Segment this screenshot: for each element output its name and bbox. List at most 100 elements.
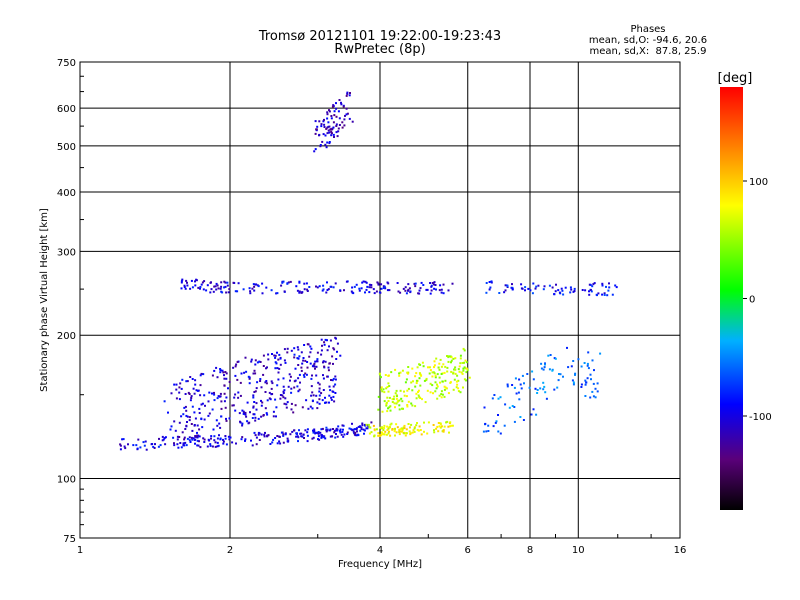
scatter-point — [519, 383, 522, 386]
scatter-point — [144, 440, 147, 443]
scatter-point — [228, 438, 231, 441]
scatter-point — [229, 436, 232, 439]
scatter-point — [281, 281, 284, 284]
scatter-point — [314, 120, 317, 123]
scatter-point — [282, 385, 285, 388]
scatter-point — [415, 382, 418, 384]
scatter-point — [231, 404, 234, 407]
scatter-point — [446, 370, 449, 373]
scatter-point — [402, 287, 405, 290]
scatter-point — [461, 372, 464, 375]
scatter-point — [411, 389, 414, 392]
scatter-point — [386, 410, 389, 413]
scatter-point — [317, 438, 319, 441]
scatter-point — [543, 366, 546, 369]
scatter-point — [417, 389, 420, 392]
scatter-point — [441, 393, 444, 396]
scatter-point — [304, 429, 307, 432]
scatter-point — [351, 286, 354, 289]
scatter-point — [325, 127, 328, 130]
scatter-point — [322, 377, 325, 380]
scatter-point — [586, 362, 589, 365]
scatter-point — [277, 371, 280, 374]
scatter-point — [218, 395, 221, 398]
scatter-point — [580, 365, 583, 368]
scatter-point — [373, 292, 376, 295]
scatter-point — [248, 377, 251, 380]
scatter-point — [329, 128, 332, 131]
scatter-point — [557, 289, 560, 292]
scatter-point — [296, 289, 299, 292]
scatter-point — [328, 141, 331, 143]
scatter-point — [284, 361, 287, 364]
scatter-point — [398, 404, 401, 407]
scatter-point — [457, 387, 460, 390]
scatter-point — [366, 285, 369, 288]
scatter-point — [532, 282, 535, 285]
scatter-point — [391, 398, 394, 401]
scatter-point — [403, 424, 406, 427]
scatter-point — [178, 391, 181, 394]
scatter-point — [163, 437, 166, 440]
scatter-point — [169, 428, 172, 431]
scatter-point — [572, 381, 575, 384]
scatter-point — [284, 433, 287, 436]
scatter-point — [304, 359, 307, 362]
scatter-point — [398, 408, 401, 411]
scatter-point — [318, 398, 321, 401]
scatter-point — [409, 290, 412, 293]
scatter-point — [283, 348, 286, 351]
scatter-point — [223, 384, 226, 387]
scatter-point — [447, 356, 450, 359]
scatter-point — [531, 292, 534, 295]
scatter-point — [290, 402, 293, 405]
scatter-point — [390, 371, 393, 374]
scatter-point — [515, 392, 518, 395]
scatter-point — [198, 435, 201, 438]
scatter-point — [177, 446, 180, 449]
scatter-point — [296, 385, 299, 388]
scatter-point — [217, 444, 220, 447]
scatter-point — [199, 384, 202, 387]
scatter-point — [282, 377, 285, 380]
scatter-point — [303, 288, 306, 291]
scatter-point — [407, 423, 410, 425]
scatter-point — [261, 282, 264, 285]
scatter-point — [190, 395, 193, 398]
scatter-point — [386, 386, 389, 388]
scatter-point — [353, 285, 356, 288]
scatter-point — [368, 432, 371, 435]
scatter-point — [377, 408, 380, 411]
scatter-point — [190, 423, 193, 425]
scatter-point — [301, 435, 304, 438]
scatter-point — [316, 358, 319, 361]
scatter-point — [411, 431, 414, 434]
scatter-point — [262, 365, 265, 367]
scatter-point — [394, 434, 396, 437]
scatter-point — [293, 380, 296, 383]
scatter-point — [409, 433, 412, 436]
scatter-point — [239, 381, 242, 384]
scatter-point — [553, 293, 556, 296]
scatter-point — [308, 355, 311, 358]
scatter-point — [325, 146, 328, 149]
scatter-point — [193, 411, 196, 414]
scatter-point — [417, 391, 419, 393]
stats-title: Phases — [630, 24, 665, 35]
scatter-point — [573, 290, 576, 292]
scatter-point — [180, 387, 183, 390]
scatter-point — [407, 400, 410, 403]
scatter-point — [426, 432, 429, 435]
scatter-point — [405, 432, 408, 435]
scatter-point — [223, 286, 226, 289]
scatter-point — [456, 383, 459, 386]
scatter-point — [260, 399, 262, 402]
scatter-point — [180, 281, 183, 284]
scatter-point — [209, 291, 212, 294]
scatter-point — [511, 288, 514, 291]
scatter-point — [159, 444, 162, 447]
scatter-point — [322, 133, 325, 136]
scatter-point — [241, 409, 244, 412]
scatter-point — [407, 283, 410, 286]
scatter-point — [323, 126, 326, 128]
